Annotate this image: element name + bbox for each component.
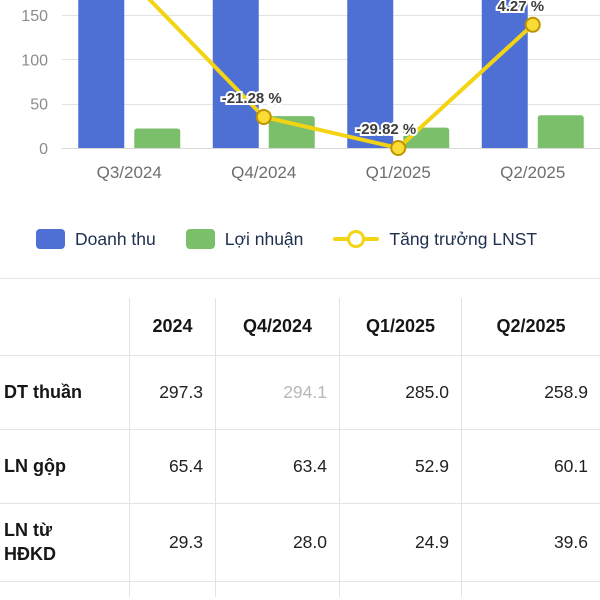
table-cell [130, 582, 216, 597]
table-cell: 29.3 [130, 504, 216, 582]
y-axis-label: 50 [30, 97, 48, 114]
legend-item-tang-truong-lnst[interactable]: Tăng trưởng LNST [333, 229, 537, 250]
growth-data-label: -21.28 % [222, 90, 282, 107]
table-cell: 39.6 [462, 504, 600, 582]
legend-item-loi-nhuan[interactable]: Lợi nhuận [185, 228, 304, 250]
table-cell: 24.9 [340, 504, 462, 582]
revenue-profit-chart[interactable]: 0 50 100 150 -21.28 % -29.82 % 4.27 % Q3/2024 Q4… [0, 0, 600, 190]
y-axis-label: 0 [39, 141, 48, 158]
growth-line-marker[interactable] [524, 16, 541, 33]
section-divider [0, 278, 600, 279]
growth-data-label: -29.82 % [356, 121, 416, 138]
growth-line[interactable] [129, 0, 535, 150]
table-cell: 258.9 [462, 356, 600, 430]
x-axis-label: Q3/2024 [97, 163, 162, 182]
legend-line-marker-icon [333, 229, 380, 249]
growth-line-marker[interactable] [255, 108, 272, 125]
table-row-label: LN từ HĐKD [0, 504, 130, 582]
chart-legend: Doanh thu Lợi nhuận Tăng trưởng LNST [0, 226, 600, 252]
table-cell: 63.4 [216, 430, 340, 504]
y-axis-label: 100 [21, 52, 48, 69]
bar-loi-nhuan[interactable] [537, 115, 584, 148]
table-header-cell: Q2/2025 [462, 298, 600, 356]
table-cell [340, 582, 462, 597]
table-header-cell: Q1/2025 [340, 298, 462, 356]
table-cell: 294.1 [216, 356, 340, 430]
table-cell: 28.0 [216, 504, 340, 582]
legend-swatch [185, 229, 215, 249]
table-cell: 52.9 [340, 430, 462, 504]
legend-item-doanh-thu[interactable]: Doanh thu [36, 229, 156, 250]
table-cell [216, 582, 340, 597]
x-axis-label: Q1/2025 [366, 163, 431, 182]
table-row-label: DT thuần [0, 356, 130, 430]
financial-table: 2024 Q4/2024 Q1/2025 Q2/2025 DT thuần 297.3 29… [0, 298, 600, 597]
growth-line-marker[interactable] [390, 140, 407, 156]
growth-data-label: 4.27 % [497, 0, 544, 15]
bar-doanh-thu[interactable] [347, 0, 394, 148]
y-axis-label: 150 [21, 8, 48, 25]
table-row-label [0, 582, 130, 597]
legend-swatch [36, 229, 65, 249]
legend-label: Lợi nhuận [224, 228, 304, 249]
table-header-cell: Q4/2024 [216, 298, 340, 356]
x-axis-label: Q2/2025 [500, 163, 565, 182]
table-corner-cell [0, 298, 130, 356]
bar-doanh-thu[interactable] [481, 0, 528, 148]
chart-canvas[interactable]: 0 50 100 150 -21.28 % -29.82 % 4.27 % Q3/2024 Q4… [0, 0, 600, 190]
table-header-cell: 2024 [130, 298, 216, 356]
legend-label: Tăng trưởng LNST [389, 228, 538, 249]
x-axis-label: Q4/2024 [231, 163, 296, 182]
table-cell [462, 582, 600, 597]
table-cell: 297.3 [130, 356, 216, 430]
bar-doanh-thu[interactable] [78, 0, 125, 148]
table-cell: 60.1 [462, 430, 600, 504]
bar-loi-nhuan[interactable] [134, 128, 181, 148]
table-row-label: LN gộp [0, 430, 130, 504]
table-cell: 65.4 [130, 430, 216, 504]
legend-label: Doanh thu [75, 228, 156, 249]
table-cell: 285.0 [340, 356, 462, 430]
